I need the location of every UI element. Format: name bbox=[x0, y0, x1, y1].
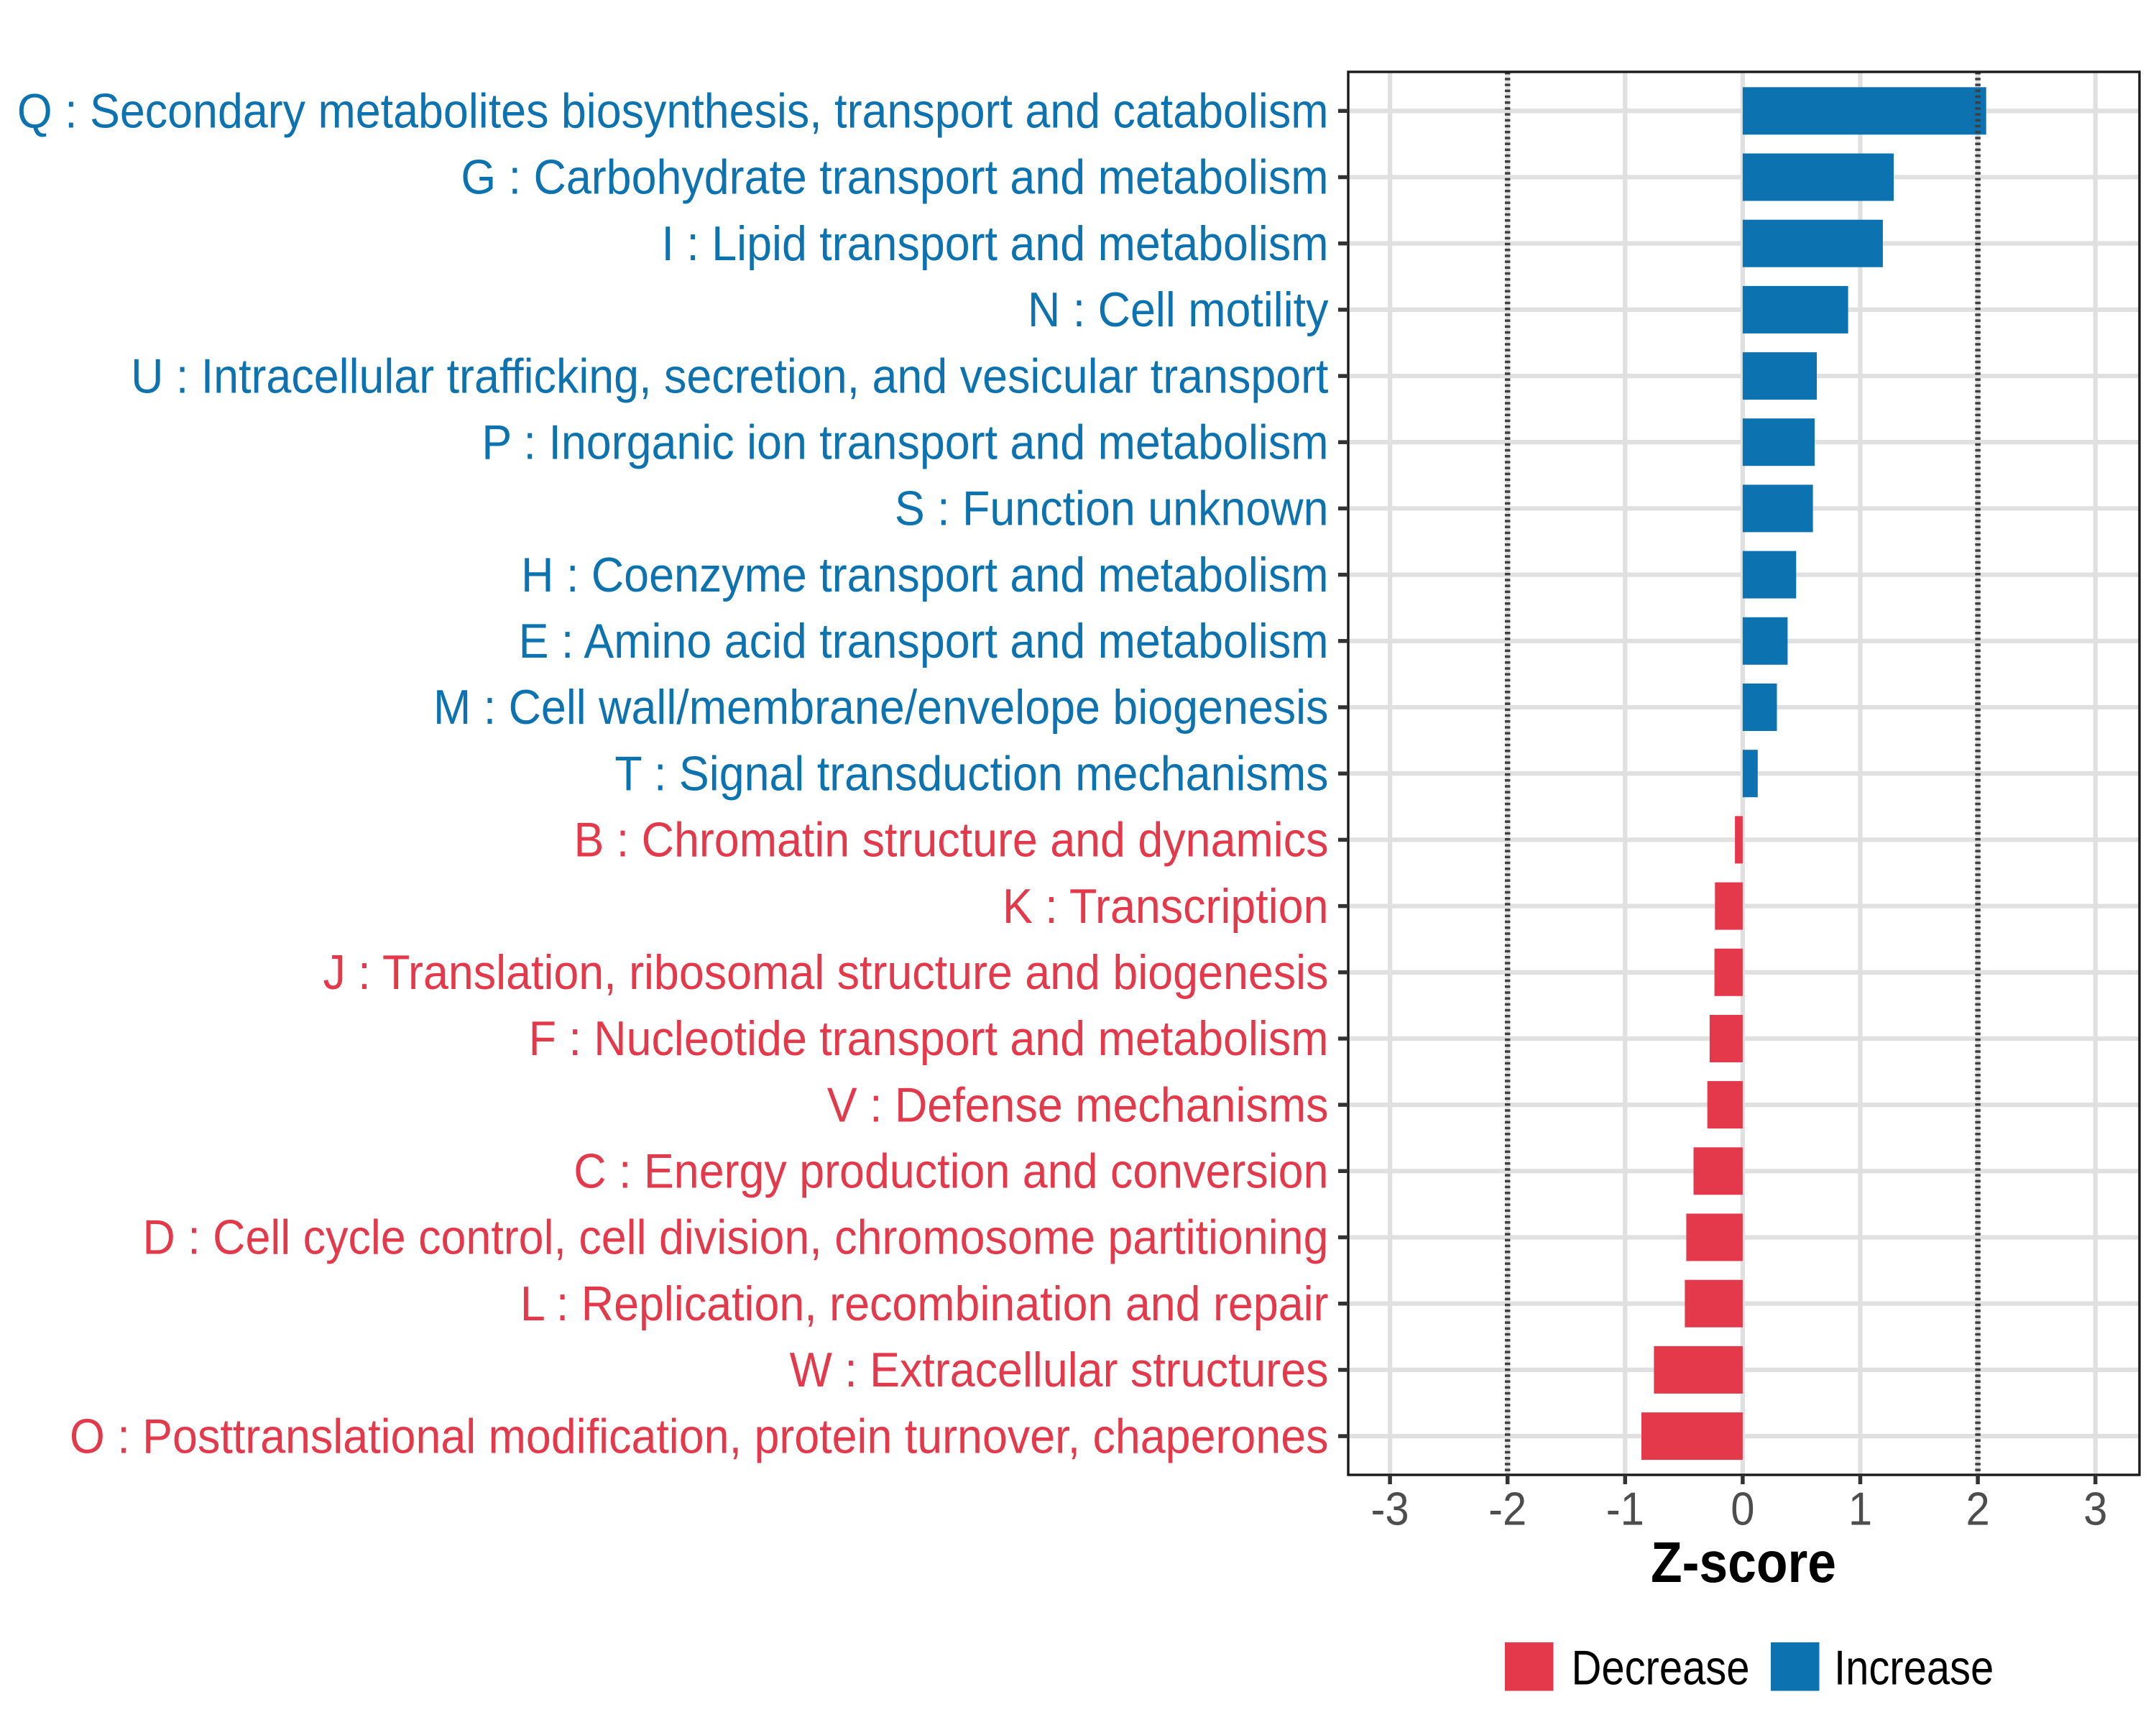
svg-text:D : Cell cycle control, cell d: D : Cell cycle control, cell division, c… bbox=[142, 1210, 1328, 1265]
svg-text:Increase: Increase bbox=[1834, 1641, 1994, 1695]
svg-text:J : Translation, ribosomal str: J : Translation, ribosomal structure and… bbox=[323, 945, 1328, 1000]
svg-text:Q : Secondary metabolites bios: Q : Secondary metabolites biosynthesis, … bbox=[17, 83, 1329, 138]
svg-text:3: 3 bbox=[2083, 1483, 2107, 1535]
svg-text:T : Signal transduction mechan: T : Signal transduction mechanisms bbox=[614, 746, 1328, 801]
svg-text:F : Nucleotide transport and m: F : Nucleotide transport and metabolism bbox=[529, 1011, 1329, 1066]
svg-text:K : Transcription: K : Transcription bbox=[1003, 879, 1328, 934]
svg-text:1: 1 bbox=[1848, 1483, 1872, 1535]
svg-text:C : Energy production and conv: C : Energy production and conversion bbox=[573, 1144, 1328, 1198]
svg-text:U : Intracellular trafficking,: U : Intracellular trafficking, secretion… bbox=[131, 349, 1328, 403]
svg-text:B : Chromatin structure and dy: B : Chromatin structure and dynamics bbox=[573, 813, 1328, 868]
svg-text:W : Extracellular structures: W : Extracellular structures bbox=[790, 1343, 1329, 1397]
svg-text:-1: -1 bbox=[1606, 1483, 1644, 1535]
svg-text:-3: -3 bbox=[1371, 1483, 1409, 1535]
svg-text:0: 0 bbox=[1731, 1483, 1754, 1535]
svg-text:O : Posttranslational modifica: O : Posttranslational modification, prot… bbox=[70, 1409, 1328, 1463]
svg-text:H : Coenzyme transport and met: H : Coenzyme transport and metabolism bbox=[521, 548, 1328, 602]
svg-text:Z-score: Z-score bbox=[1651, 1531, 1836, 1594]
svg-text:E : Amino acid transport and m: E : Amino acid transport and metabolism bbox=[519, 614, 1329, 668]
svg-text:-2: -2 bbox=[1488, 1483, 1526, 1535]
svg-text:I : Lipid transport and metabo: I : Lipid transport and metabolism bbox=[661, 216, 1328, 271]
svg-text:P : Inorganic ion transport an: P : Inorganic ion transport and metaboli… bbox=[482, 415, 1328, 469]
svg-text:G : Carbohydrate transport and: G : Carbohydrate transport and metabolis… bbox=[461, 150, 1328, 205]
svg-text:L : Replication, recombination: L : Replication, recombination and repai… bbox=[520, 1276, 1329, 1331]
svg-text:Decrease: Decrease bbox=[1572, 1641, 1750, 1695]
svg-text:N : Cell motility: N : Cell motility bbox=[1028, 282, 1329, 337]
svg-text:S : Function unknown: S : Function unknown bbox=[895, 482, 1329, 536]
svg-text:2: 2 bbox=[1966, 1483, 1989, 1535]
svg-text:M : Cell wall/membrane/envelop: M : Cell wall/membrane/envelope biogenes… bbox=[433, 680, 1329, 735]
svg-text:V : Defense mechanisms: V : Defense mechanisms bbox=[827, 1077, 1329, 1132]
